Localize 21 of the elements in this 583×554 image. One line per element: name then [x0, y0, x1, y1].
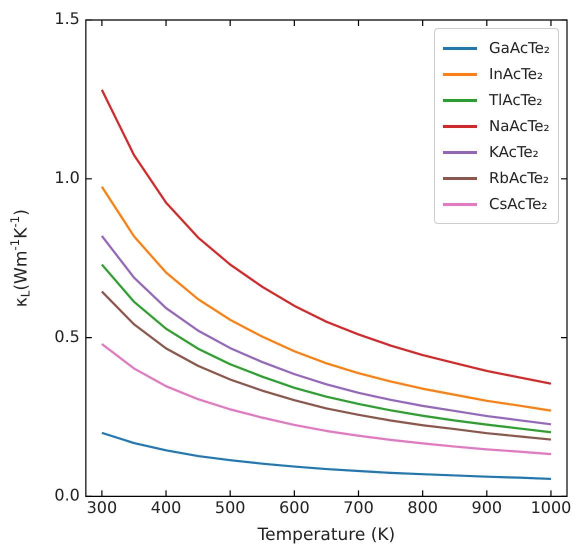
legend-label: InAcTe₂ — [489, 65, 544, 83]
y-axis-title: κL(Wm-1K-1) — [8, 209, 32, 308]
x-tick-label: 900 — [472, 498, 502, 518]
x-axis-title: Temperature (K) — [256, 525, 396, 546]
x-tick-label: 1000 — [530, 498, 572, 518]
legend-label: KAcTe₂ — [489, 143, 539, 161]
legend-label: CsAcTe₂ — [489, 195, 548, 213]
legend-label: NaAcTe₂ — [489, 117, 550, 135]
x-tick-label: 800 — [407, 498, 438, 518]
y-tick-label: 1.5 — [54, 9, 80, 28]
legend-label: RbAcTe₂ — [489, 169, 550, 187]
x-tick-label: 700 — [343, 498, 374, 518]
x-tick-label: 400 — [150, 498, 182, 518]
x-tick-label: 600 — [279, 498, 310, 518]
x-tick-label: 500 — [214, 498, 246, 518]
y-tick-label: 0.0 — [54, 486, 80, 505]
y-tick-label: 0.5 — [54, 326, 80, 346]
legend-label: GaAcTe₂ — [489, 39, 550, 57]
y-tick-label: 1.0 — [54, 168, 80, 187]
legend-label: TlAcTe₂ — [489, 91, 542, 109]
x-tick-label: 300 — [86, 498, 118, 518]
